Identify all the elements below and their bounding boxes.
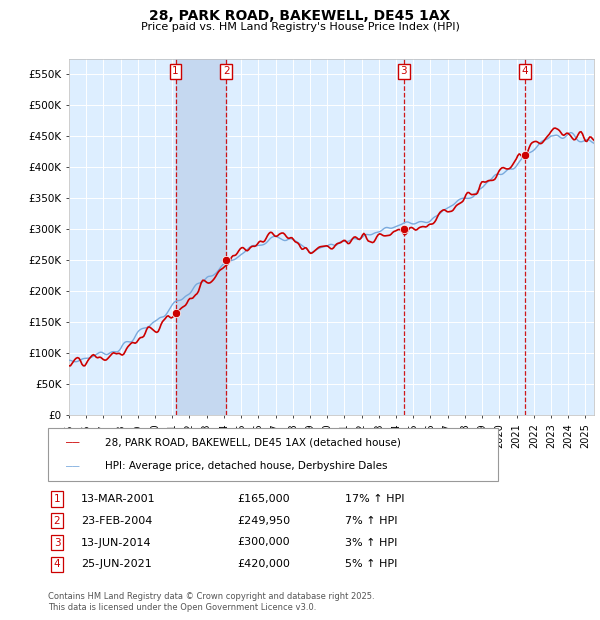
Text: 3% ↑ HPI: 3% ↑ HPI — [345, 538, 397, 547]
Text: 13-JUN-2014: 13-JUN-2014 — [81, 538, 152, 547]
Text: Contains HM Land Registry data © Crown copyright and database right 2025.
This d: Contains HM Land Registry data © Crown c… — [48, 592, 374, 611]
Text: 4: 4 — [521, 66, 528, 76]
Text: £300,000: £300,000 — [237, 538, 290, 547]
Text: 1: 1 — [53, 494, 61, 504]
Text: HPI: Average price, detached house, Derbyshire Dales: HPI: Average price, detached house, Derb… — [105, 461, 388, 471]
Text: £249,950: £249,950 — [237, 516, 290, 526]
Bar — [176, 59, 226, 415]
Text: 7% ↑ HPI: 7% ↑ HPI — [345, 516, 398, 526]
Text: 28, PARK ROAD, BAKEWELL, DE45 1AX: 28, PARK ROAD, BAKEWELL, DE45 1AX — [149, 9, 451, 24]
Text: ——: —— — [66, 438, 79, 448]
Text: 2: 2 — [223, 66, 230, 76]
Text: 3: 3 — [53, 538, 61, 547]
Text: £165,000: £165,000 — [237, 494, 290, 504]
Text: 4: 4 — [53, 559, 61, 569]
Text: 1: 1 — [172, 66, 179, 76]
Text: £420,000: £420,000 — [237, 559, 290, 569]
Text: Price paid vs. HM Land Registry's House Price Index (HPI): Price paid vs. HM Land Registry's House … — [140, 22, 460, 32]
Text: 2: 2 — [53, 516, 61, 526]
Text: 28, PARK ROAD, BAKEWELL, DE45 1AX (detached house): 28, PARK ROAD, BAKEWELL, DE45 1AX (detac… — [105, 438, 401, 448]
Text: 5% ↑ HPI: 5% ↑ HPI — [345, 559, 397, 569]
Text: 17% ↑ HPI: 17% ↑ HPI — [345, 494, 404, 504]
Text: 23-FEB-2004: 23-FEB-2004 — [81, 516, 152, 526]
Text: ——: —— — [66, 461, 79, 471]
Text: 13-MAR-2001: 13-MAR-2001 — [81, 494, 155, 504]
Text: 25-JUN-2021: 25-JUN-2021 — [81, 559, 152, 569]
Text: 3: 3 — [400, 66, 407, 76]
